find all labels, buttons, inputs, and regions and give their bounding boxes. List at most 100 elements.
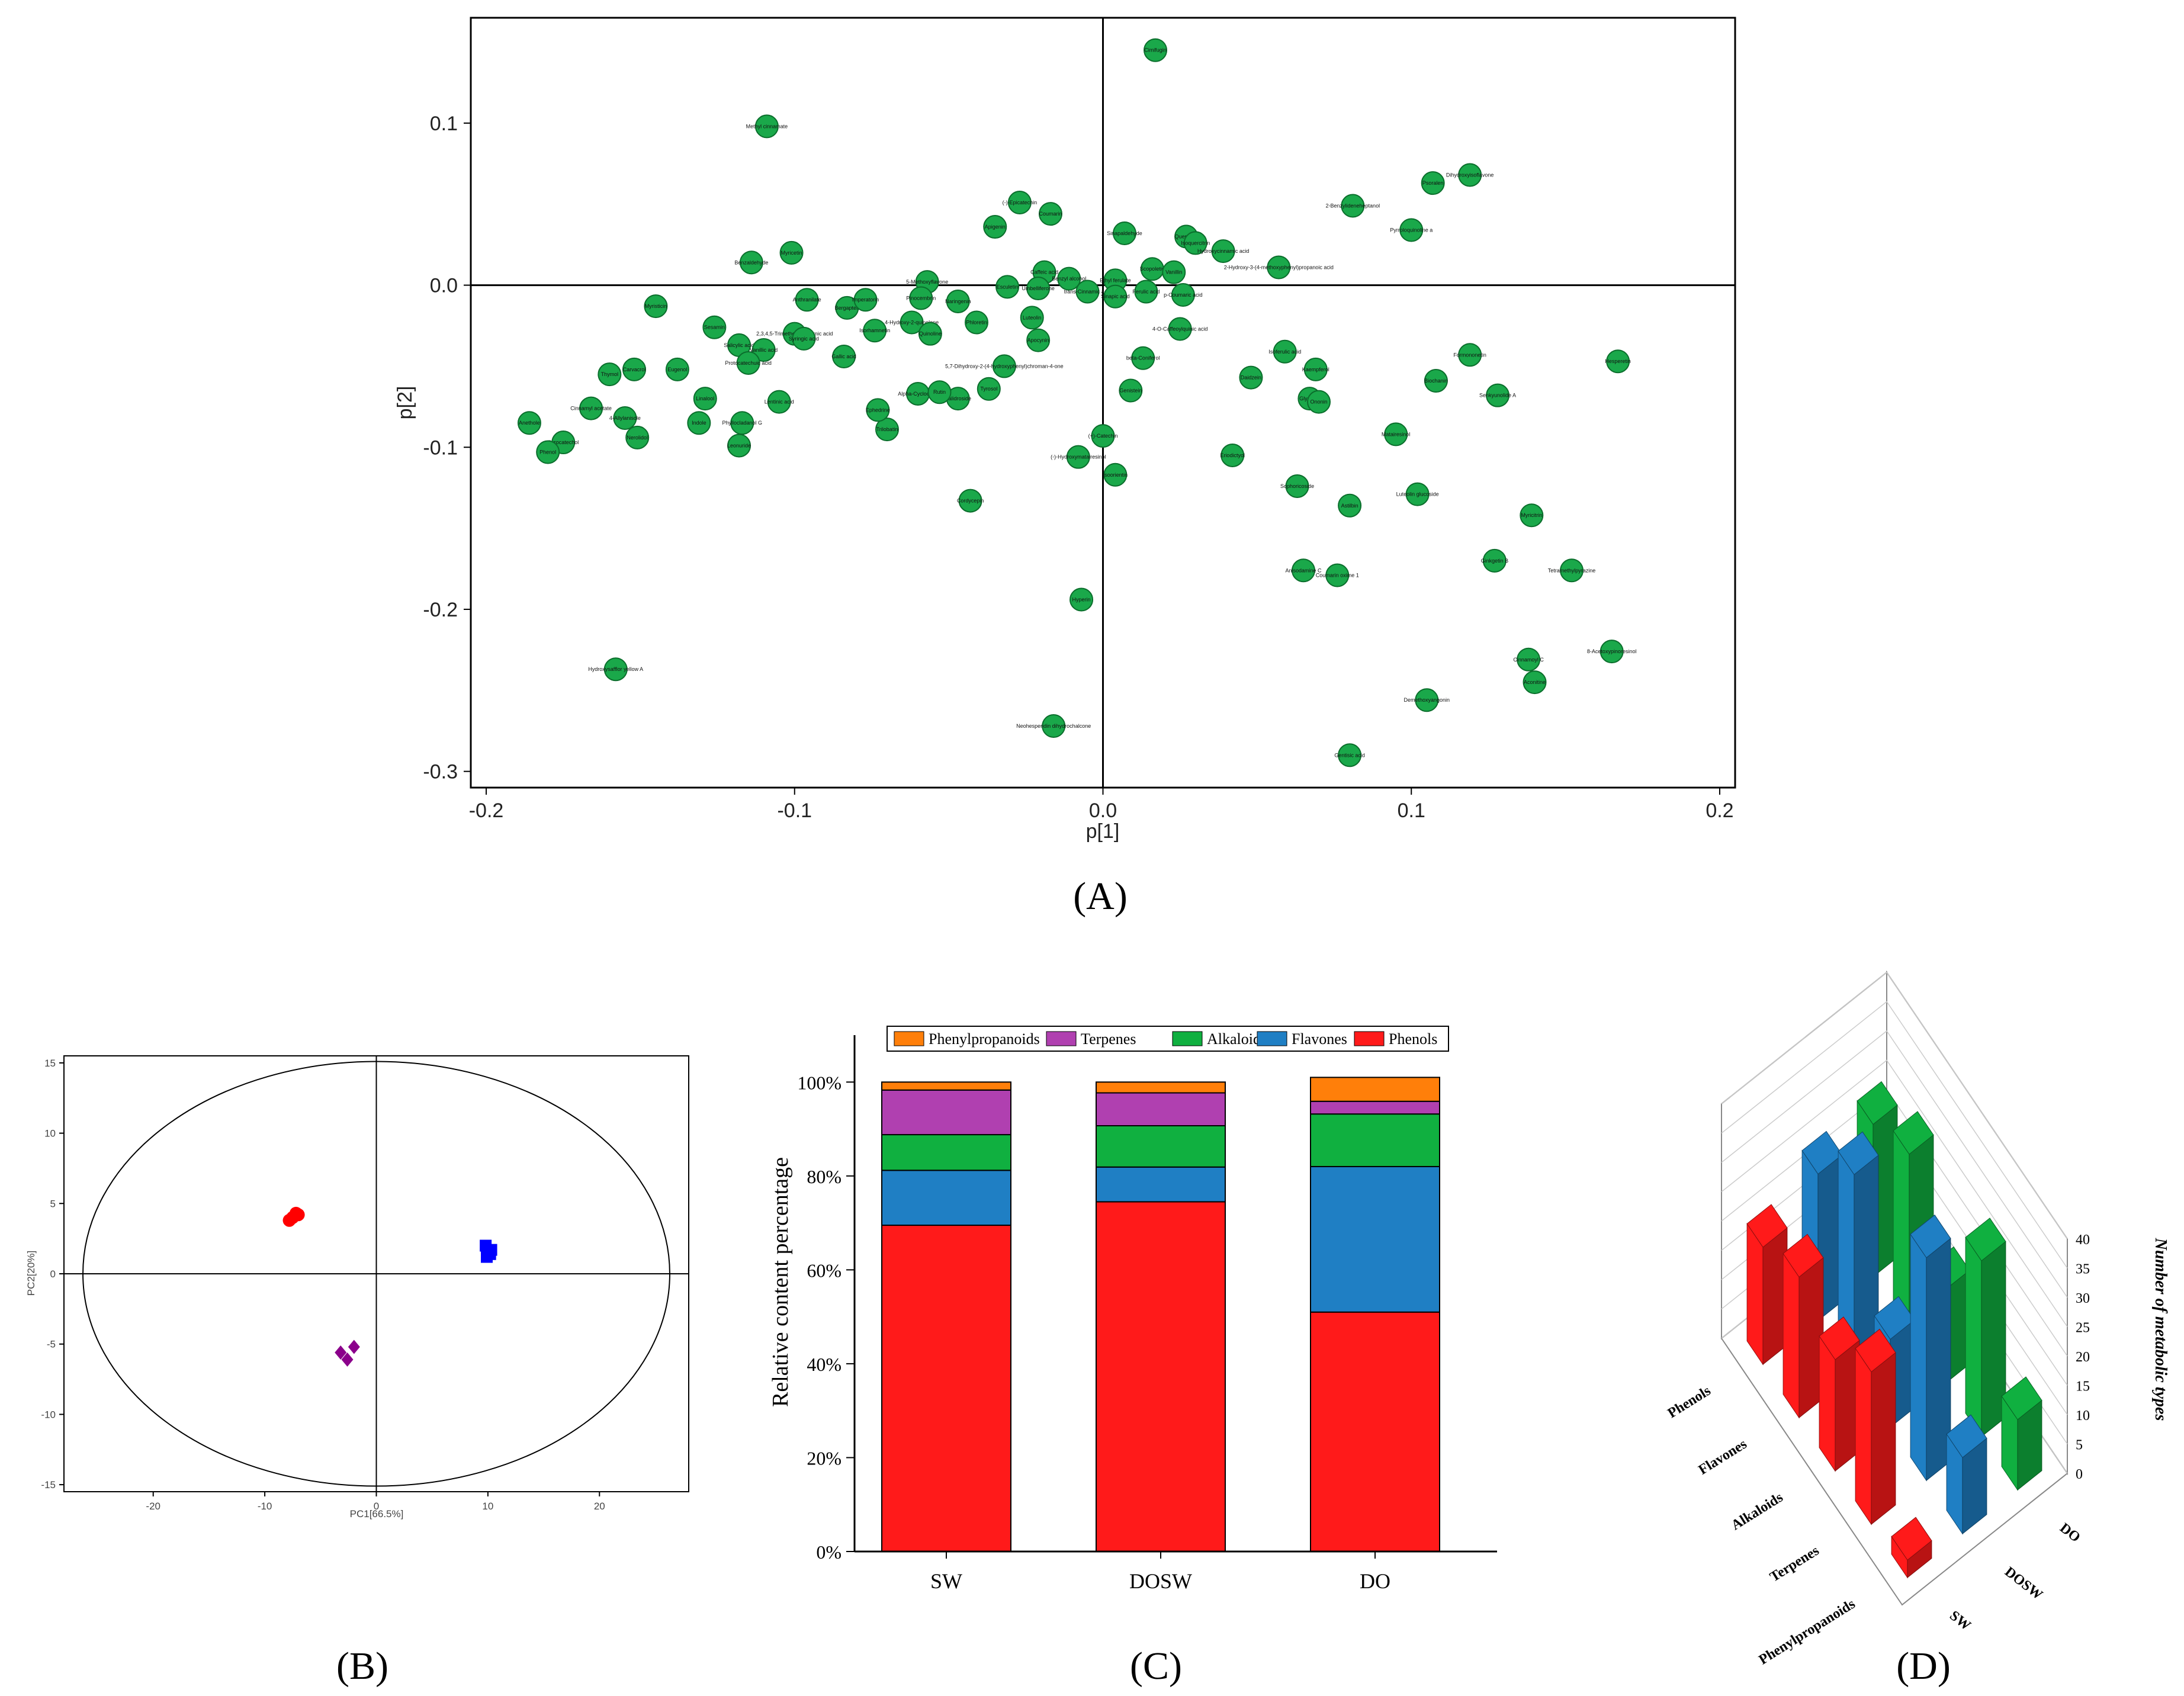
panel-a-point-label: Matairesinol [1382,431,1411,437]
panel-a-point [1267,255,1291,280]
panel-a-point [1341,194,1365,218]
panel-b-x-tick-label: -10 [258,1501,272,1512]
panel-a-point-label: Neohesperidin dihydrochalcone [1016,723,1091,729]
panel-a-point [536,440,560,464]
panel-a-label: (A) [1073,875,1128,918]
panel-a-point-label: 4-Hydroxy-2-quinolone [885,320,939,326]
panel-b-point-diamond [335,1345,347,1360]
panel-a-point [1291,558,1315,583]
panel-a-point-label: (-)-Epicatechin [1003,200,1038,205]
panel-a-point [1482,548,1507,573]
panel-a-point [736,351,760,375]
panel-a-point-label: Ephedrine [866,407,890,413]
panel-a-point [1038,202,1062,226]
panel-d-z-tick-label: 10 [2076,1408,2090,1424]
panel-a-point [1091,424,1115,448]
panel-c-legend-swatch [894,1031,924,1046]
panel-d-bar-top [1874,1296,1915,1340]
panel-c-y-tick-label: 60% [807,1260,842,1281]
panel-c-legend-swatch [1172,1031,1203,1046]
panel-b-point-diamond [348,1340,360,1354]
panel-d-z-tick-label: 40 [2076,1232,2090,1248]
panel-d-bar-front [1965,1236,1982,1438]
panel-a-point [927,380,952,404]
panel-d-group-label: SW [1947,1608,1973,1633]
panel-a-point [739,250,763,275]
panel-a-point-label: Senkyunolide A [1479,393,1516,399]
panel-a-point [613,406,637,430]
panel-a-point [875,417,899,442]
panel-a-point-label: Astilbin [1341,503,1358,509]
panel-d-z-tick-label: 35 [2076,1262,2090,1277]
panel-a-point [1523,670,1547,695]
panel-a-point-label: Dihydroxyisoflavone [1446,172,1494,178]
panel-a-point-label: Hesperetin [1605,358,1631,364]
panel-c-legend-swatch [1257,1031,1287,1046]
panel-a-point-label: Luteolin glucoside [1396,492,1439,497]
panel-a-point [702,315,727,339]
panel-a-point-label: 4-Allylanisole [609,415,641,421]
panel-a-point-label: Hydroxycinnamic acid [1197,248,1250,254]
panel-a-point [598,362,622,387]
panel-a-point [1144,38,1168,62]
panel-a-point-label: Sophoricoside [1280,483,1314,489]
panel-a-point-label: Myristicin [645,303,667,309]
panel-a-point [687,411,711,435]
panel-d-bar-top [1965,1218,2006,1261]
panel-a-point [751,338,776,362]
panel-c-legend-entry: Phenylpropanoids [929,1030,1040,1048]
panel-a-point-label: Eriodictyol [1220,452,1245,458]
panel-a-point [965,310,988,335]
panel-d-category-label: Flavones [1696,1437,1750,1478]
panel-d-gridline [1721,1030,2068,1298]
panel-a-zero-lines [471,18,1735,788]
panel-d-bar-front [1910,1233,1927,1482]
panel-d-bar-front [1855,1347,1872,1525]
panel-a-y-axis-label: p[2] [394,386,416,420]
panel-b-x-tick-label: 20 [594,1501,605,1512]
panel-a-point-label: Cordycepin [957,498,984,504]
panel-b-y-tick-label: 5 [50,1198,56,1209]
panel-a-point [1415,688,1439,712]
panel-a-point [900,310,924,335]
panel-a-point-label: Ethyl ferulate [1100,277,1131,283]
panel-c-y-tick-label: 100% [797,1072,842,1093]
panel-a-point-label: Quinoline [919,331,942,337]
panel-a-point [727,433,751,458]
panel-a-point-label: Coumarin [1039,211,1062,217]
panel-a-point-label: Lentinic acid [765,399,794,405]
panel-a-point-label: Vanillin [1165,269,1182,275]
panel-a-point-label: Cimifugin [1144,47,1167,53]
panel-a-point-label: beta-Coniferol [1126,355,1160,361]
panel-a-point [909,286,933,310]
panel-c-category-label: DO [1360,1569,1390,1593]
panel-a-point [866,398,890,422]
panel-a-point-label: Naringenin [945,298,971,304]
panel-a-point [754,114,779,139]
panel-a-point-label: Leonuride [727,443,751,449]
panel-a-point-label: Kaempferol [1302,367,1329,372]
panel-b-pca-scores: -20 -10 0 10 20 -15 -10 -5 0 5 10 15 PC1[66.5%] PC2… [25,1055,689,1688]
panel-a-x-ticks: -0.2 -0.1 0.0 0.1 0.2 [469,788,1734,822]
panel-c-stacked-bar: 0% 20% 40% 60% 80% 100% SW DOSW DO Phenylpropano… [768,1026,1497,1688]
panel-a-point-label: Phyllocladanol G [722,420,762,426]
panel-a-point [1303,357,1328,381]
panel-c-bar-segment [881,1089,1011,1136]
panel-a-point-label: Thymol [601,371,619,377]
panel-d-z-tick-label: 25 [2076,1321,2090,1336]
panel-a-point [1600,640,1624,664]
panel-a-point-label: Anisodamine C [1285,567,1322,573]
panel-a-point [1486,383,1510,407]
panel-a-y-tick-label: 0.1 [430,113,458,135]
panel-a-point [665,357,689,381]
panel-a-point-label: Pinocembrin [906,295,936,301]
panel-c-bar-segment [881,1170,1011,1226]
panel-a-point-label: p-Coumaric acid [1164,292,1203,298]
panel-d-bars [1746,1081,2042,1579]
panel-a-point [1421,171,1445,195]
panel-b-y-tick-label: 15 [44,1058,56,1069]
panel-b-y-tick-label: -5 [47,1339,56,1350]
panel-a-point-label: Alpha-Cyclocitral [898,391,938,397]
panel-d-bar-top [1893,1111,1934,1155]
panel-a-point [1325,563,1350,587]
